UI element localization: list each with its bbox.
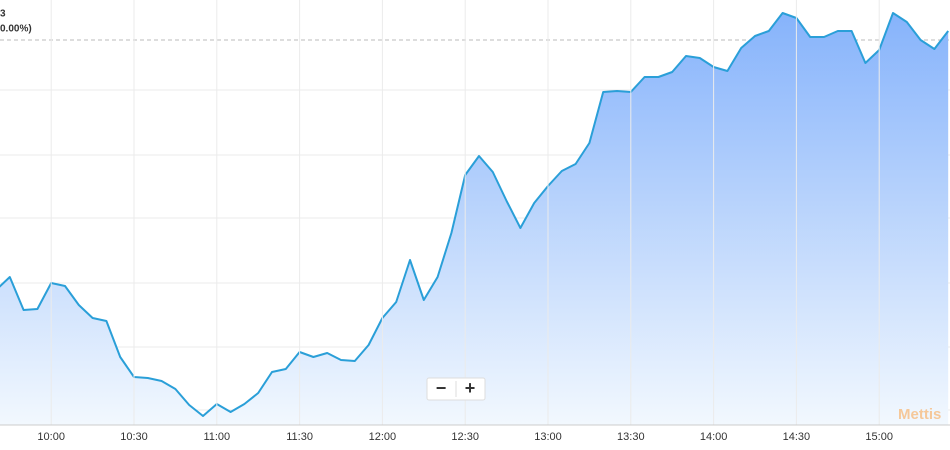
x-tick-label: 11:00 (203, 431, 230, 443)
area (0, 13, 949, 425)
x-tick-label: 10:00 (37, 431, 65, 443)
zoom-controls: − + (426, 377, 486, 401)
x-tick-label: 10:30 (120, 431, 148, 443)
zoom-in[interactable]: + (465, 378, 476, 398)
zoom-out[interactable]: − (436, 378, 447, 398)
x-tick-label: 12:30 (451, 431, 479, 443)
x-tick-label: 14:00 (700, 431, 728, 443)
change: 0.00%) (0, 24, 32, 35)
watermark: Mettis (898, 406, 941, 423)
x-tick-label: 13:00 (534, 431, 562, 443)
plot (0, 0, 950, 425)
line (0, 12, 949, 417)
x-tick-label: 15:00 (865, 431, 893, 443)
x-tick-label: 12:00 (369, 431, 397, 443)
x-tick-label: 13:30 (617, 431, 645, 443)
price: 3 (0, 9, 6, 20)
x-tick-label: 14:30 (783, 431, 811, 443)
x-tick-label: 11:30 (286, 431, 313, 443)
